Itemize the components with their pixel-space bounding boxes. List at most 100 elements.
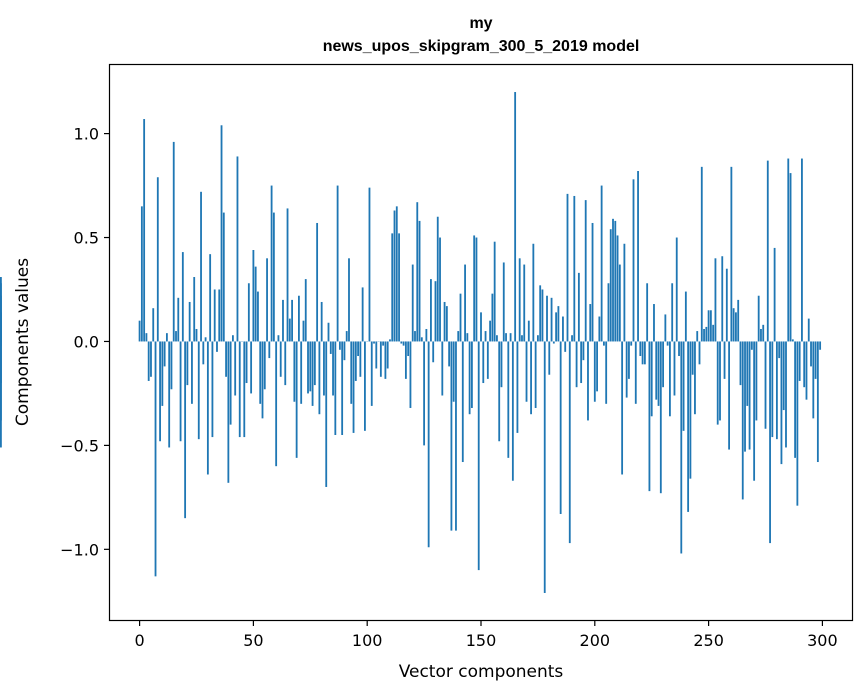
bar-54 — [262, 341, 264, 418]
x-tick-label: 150 — [466, 631, 497, 650]
bar-232 — [667, 341, 669, 345]
bar-143 — [464, 265, 466, 342]
bar-67 — [291, 300, 293, 342]
bar-209 — [614, 221, 616, 342]
bar-159 — [501, 341, 503, 387]
x-tick-label: 50 — [243, 631, 263, 650]
bar-10 — [161, 341, 163, 405]
bar-270 — [753, 341, 755, 480]
bar-23 — [191, 341, 193, 403]
bar-19 — [182, 252, 184, 341]
bar-195 — [583, 341, 585, 360]
bar-248 — [703, 329, 705, 341]
bar-206 — [608, 283, 610, 341]
bar-91 — [346, 331, 348, 341]
bar-167 — [519, 258, 521, 341]
bar-283 — [783, 341, 785, 410]
bar-293 — [806, 341, 808, 399]
bar-29 — [205, 337, 207, 341]
bar-211 — [619, 265, 621, 342]
bar-6 — [152, 308, 154, 341]
bar-197 — [587, 341, 589, 420]
bar-66 — [289, 319, 291, 342]
bar-245 — [696, 331, 698, 341]
bar-42 — [234, 341, 236, 395]
bar-192 — [576, 341, 578, 387]
bar-146 — [471, 341, 473, 408]
bar-59 — [273, 213, 275, 342]
bar-158 — [498, 341, 500, 441]
bar-210 — [617, 235, 619, 341]
bar-87 — [337, 186, 339, 342]
bar-241 — [687, 341, 689, 511]
bar-194 — [580, 341, 582, 383]
bar-63 — [282, 300, 284, 342]
bar-157 — [496, 335, 498, 341]
bar-101 — [369, 188, 371, 342]
bar-81 — [323, 341, 325, 395]
bar-166 — [517, 341, 519, 432]
bar-235 — [674, 341, 676, 395]
bar-269 — [751, 341, 753, 349]
bar-84 — [330, 341, 332, 353]
bar-110 — [389, 339, 391, 341]
bar-94 — [353, 341, 355, 432]
bar-16 — [175, 331, 177, 341]
bar-135 — [446, 306, 448, 341]
bar-170 — [526, 341, 528, 401]
bar-163 — [510, 333, 512, 341]
bar-289 — [796, 341, 798, 505]
bar-266 — [744, 341, 746, 451]
bar-227 — [655, 341, 657, 399]
bar-130 — [435, 281, 437, 341]
bar-190 — [571, 335, 573, 341]
bar-103 — [373, 341, 375, 343]
bar-44 — [239, 341, 241, 437]
bar-156 — [494, 242, 496, 342]
bar-187 — [564, 341, 566, 351]
bar-0 — [139, 321, 141, 342]
bar-226 — [653, 304, 655, 341]
bar-263 — [737, 300, 739, 342]
bar-121 — [414, 331, 416, 341]
x-axis-label: Vector components — [399, 662, 564, 682]
bar-234 — [671, 283, 673, 341]
bar-214 — [626, 341, 628, 397]
bar-264 — [740, 341, 742, 385]
bar-116 — [403, 341, 405, 345]
bar-49 — [250, 341, 252, 393]
bar-273 — [760, 329, 762, 341]
bar-99 — [364, 341, 366, 430]
bar-114 — [398, 233, 400, 341]
bar-184 — [557, 306, 559, 341]
bar-228 — [658, 341, 660, 405]
bar-132 — [439, 238, 441, 342]
bar-231 — [664, 314, 666, 341]
bar-284 — [785, 341, 787, 447]
bar-40 — [230, 341, 232, 424]
bar-48 — [248, 283, 250, 341]
bar-215 — [628, 341, 630, 378]
bar-144 — [466, 333, 468, 341]
bar-117 — [405, 341, 407, 378]
bar-267 — [746, 341, 748, 405]
bar-76 — [312, 341, 314, 405]
bar-138 — [453, 341, 455, 401]
bar-86 — [334, 341, 336, 435]
bar-220 — [639, 341, 641, 356]
bar-249 — [705, 327, 707, 342]
bar-171 — [528, 321, 530, 342]
bar-136 — [448, 341, 450, 366]
bar-119 — [410, 341, 412, 408]
bar-244 — [694, 341, 696, 414]
bar-254 — [717, 341, 719, 424]
bar-217 — [633, 179, 635, 341]
bar-93 — [350, 341, 352, 403]
bar-193 — [578, 273, 580, 342]
bar-147 — [473, 235, 475, 341]
bar-252 — [712, 325, 714, 342]
bar-221 — [642, 341, 644, 364]
bar-124 — [421, 337, 423, 341]
bar-275 — [765, 341, 767, 428]
bar-58 — [271, 186, 273, 342]
